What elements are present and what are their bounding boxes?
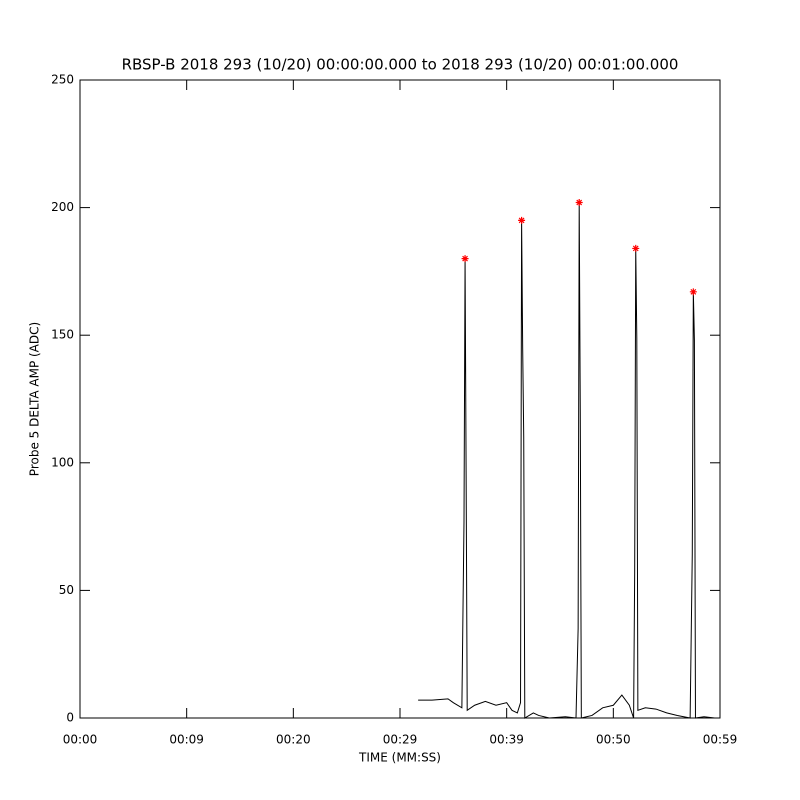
x-tick-label: 00:59 [703, 733, 738, 747]
peak-marker [632, 244, 640, 252]
y-tick-label: 100 [51, 455, 74, 469]
plot-frame [79, 79, 721, 719]
x-tick-label: 00:09 [169, 733, 204, 747]
peak-marker [518, 216, 526, 224]
x-tick-label: 00:50 [596, 733, 631, 747]
y-tick-label: 0 [66, 711, 74, 725]
x-tick-label: 00:00 [63, 733, 98, 747]
y-tick-label: 150 [51, 328, 74, 342]
peak-marker [689, 288, 697, 296]
peak-marker [461, 255, 469, 263]
data-line [418, 202, 715, 719]
y-axis-label: Probe 5 DELTA AMP (ADC) [28, 322, 42, 476]
x-tick-label: 00:39 [489, 733, 524, 747]
peak-marker [575, 198, 583, 206]
x-axis-label: TIME (MM:SS) [358, 751, 441, 765]
y-tick-label: 250 [51, 73, 74, 87]
y-tick-label: 200 [51, 200, 74, 214]
y-tick-label: 50 [59, 583, 74, 597]
x-tick-label: 00:29 [383, 733, 418, 747]
chart-title: RBSP-B 2018 293 (10/20) 00:00:00.000 to … [122, 56, 679, 74]
x-tick-label: 00:20 [276, 733, 311, 747]
